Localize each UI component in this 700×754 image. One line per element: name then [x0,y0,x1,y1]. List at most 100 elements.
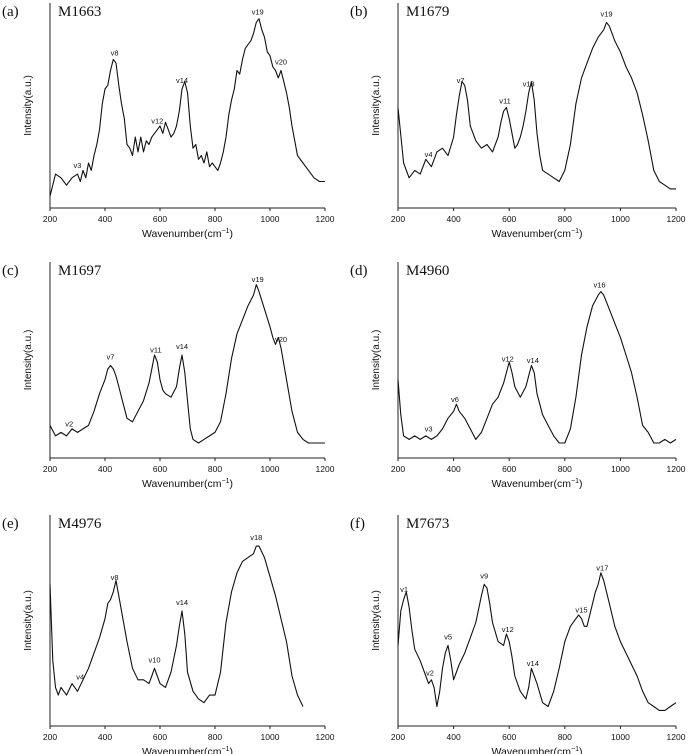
x-tick-label: 800 [208,214,222,224]
chart-panel-1: 200 400 600 800 1000 1200 Wavenumber(cm−1) Inte… [2,3,335,240]
x-axis-label: Wavenumber(cm−1) [491,478,582,490]
peak-label: v5 [444,632,452,641]
x-axis-label-close: ) [230,228,234,240]
chart-panel-6: 200 400 600 800 1000 1200 Wavenumber(cm−1) Inte… [350,515,686,754]
peak-label: v14 [176,76,188,85]
x-tick-label: 800 [558,464,572,474]
x-tick-label: 200 [391,214,405,224]
x-tick-label: 600 [502,214,516,224]
x-axis-label-close: ) [579,228,583,240]
peak-label: v14 [527,659,539,668]
x-tick-label: 200 [43,464,57,474]
x-axis-label: Wavenumber(cm−1) [142,746,233,754]
x-axis-label-close: ) [230,478,234,490]
x-tick-label: 800 [558,214,572,224]
y-axis-label: Intensity(a.u.) [371,75,382,136]
peak-label: v14 [176,342,188,351]
peak-label: v3 [74,161,82,170]
sample-title: M1679 [406,4,449,20]
panel-label: (b) [350,4,368,20]
peak-label: v11 [499,96,511,105]
x-axis-label: Wavenumber(cm−1) [142,228,233,240]
x-tick-label: 1000 [261,732,280,742]
peak-label: v16 [594,280,606,289]
x-tick-label: 400 [98,464,112,474]
peak-label: v4 [76,673,84,682]
peak-label: v9 [480,571,488,580]
peak-label: v19 [600,9,612,18]
x-tick-label: 1000 [611,464,630,474]
x-tick-label: 1000 [611,732,630,742]
x-tick-label: 200 [391,732,405,742]
peak-label: v19 [252,275,264,284]
panel-label: (e) [2,516,19,532]
spectrum-line [397,21,676,190]
peak-label: v8 [111,48,119,57]
spectrum-line [397,291,677,444]
peak-label: v7 [457,76,465,85]
peak-label: v20 [275,58,287,67]
panel-label: (d) [350,263,368,279]
panel-label: (c) [2,263,19,279]
peak-label: v8 [111,573,119,582]
peak-label: v10 [148,655,160,664]
y-axis-label: Intensity(a.u.) [371,590,382,651]
x-tick-label: 200 [43,732,57,742]
x-axis-label-exponent: −1 [571,746,579,753]
peak-label: v13 [523,80,535,89]
sample-title: M1697 [58,263,102,279]
y-axis-label: Intensity(a.u.) [23,590,34,651]
x-tick-label: 200 [43,214,57,224]
x-tick-label: 400 [447,214,461,224]
spectrum-line [49,284,325,444]
x-axis-label-exponent: −1 [222,228,230,235]
x-axis-label: Wavenumber(cm−1) [142,478,233,490]
sample-title: M1663 [58,4,101,20]
y-axis-label: Intensity(a.u.) [23,330,34,391]
peak-label: v2 [65,419,73,428]
peak-label: v2 [426,669,434,678]
x-axis-label-exponent: −1 [222,746,230,753]
peak-label: v12 [151,117,163,126]
x-tick-label: 800 [208,464,222,474]
x-axis-label: Wavenumber(cm−1) [491,746,582,754]
x-axis-label: Wavenumber(cm−1) [491,228,582,240]
peak-label: v19 [252,8,264,17]
x-tick-label: 800 [558,732,572,742]
x-tick-label: 600 [502,732,516,742]
y-axis-label: Intensity(a.u.) [371,330,382,391]
peak-label: v6 [451,395,459,404]
peak-label: v11 [150,345,162,354]
sample-title: M7673 [406,516,449,532]
x-tick-label: 600 [153,464,167,474]
x-tick-label: 200 [391,464,405,474]
x-tick-label: 400 [98,732,112,742]
x-tick-label: 1200 [316,214,335,224]
chart-panel-2: 200 400 600 800 1000 1200 Wavenumber(cm−1) Inte… [350,3,686,240]
peak-label: v17 [596,564,608,573]
peak-label: v14 [527,356,539,365]
chart-panel-4: 200 400 600 800 1000 1200 Wavenumber(cm−1) Inte… [350,262,686,490]
sample-title: M4976 [58,516,102,532]
x-tick-label: 1200 [316,464,335,474]
x-tick-label: 400 [98,214,112,224]
panel-label: (a) [2,4,19,20]
x-tick-label: 600 [502,464,516,474]
peak-label: v20 [275,335,287,344]
x-tick-label: 400 [447,732,461,742]
peak-label: v12 [502,354,514,363]
spectrum-line [49,18,325,197]
x-tick-label: 1200 [667,732,686,742]
peak-label: v7 [107,353,115,362]
x-axis-label-exponent: −1 [571,228,579,235]
x-axis-label-close: ) [230,746,234,754]
spectrum-line [397,572,677,711]
x-tick-label: 600 [153,214,167,224]
x-tick-label: 1000 [611,214,630,224]
x-axis-label-close: ) [579,746,583,754]
x-tick-label: 1000 [261,214,280,224]
panel-label: (f) [350,516,365,532]
peak-label: v1 [400,585,408,594]
peak-label: v4 [425,150,433,159]
